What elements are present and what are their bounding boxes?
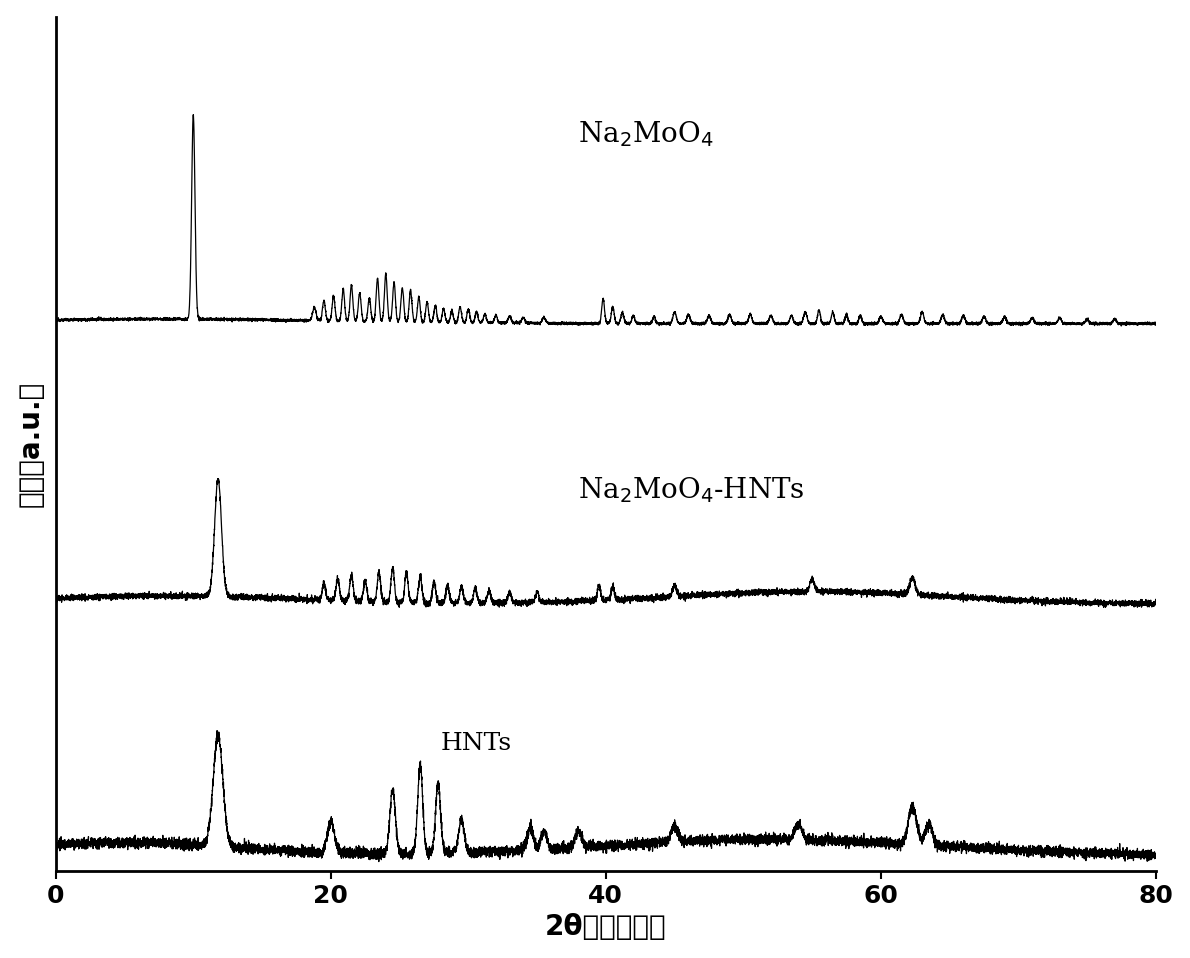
X-axis label: 2θ（角度　）: 2θ（角度 ）	[545, 913, 666, 942]
Y-axis label: 强度（a.u.）: 强度（a.u.）	[17, 380, 45, 507]
Text: Na$_2$MoO$_4$: Na$_2$MoO$_4$	[578, 120, 714, 149]
Text: HNTs: HNTs	[440, 732, 512, 755]
Text: Na$_2$MoO$_4$-HNTs: Na$_2$MoO$_4$-HNTs	[578, 475, 804, 505]
